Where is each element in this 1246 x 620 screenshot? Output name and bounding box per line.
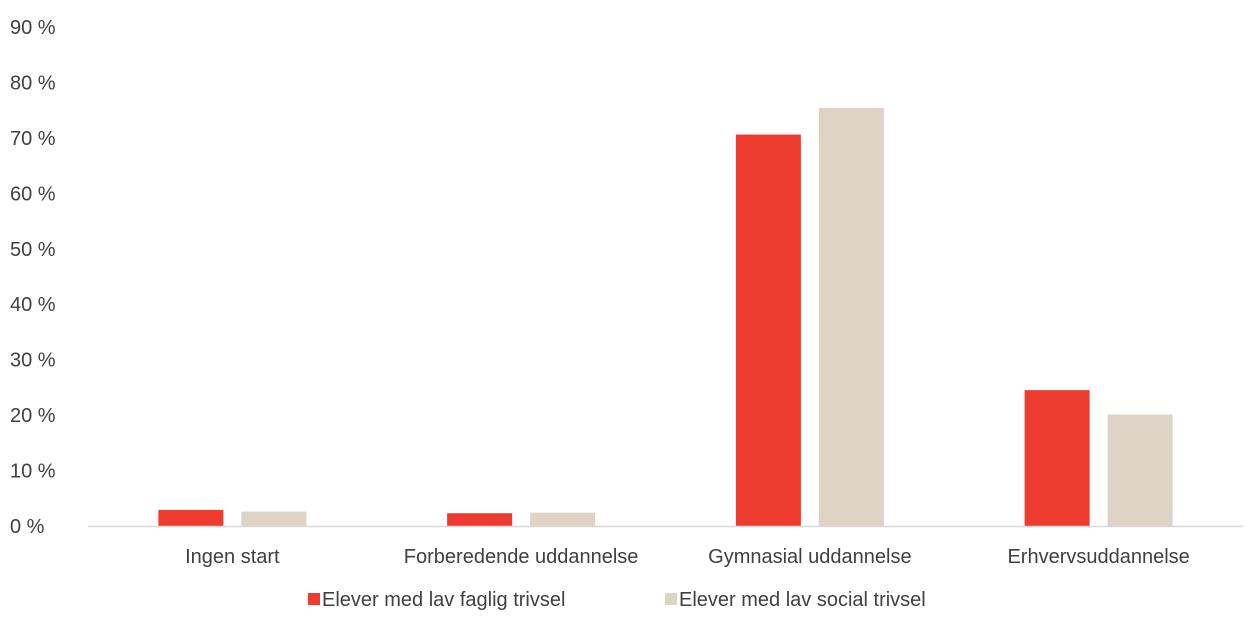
bar-faglig-1 — [447, 513, 513, 526]
legend: Elever med lav faglig trivsel Elever med … — [308, 589, 926, 611]
bar-faglig-3 — [1024, 390, 1090, 526]
y-axis-ticks: 0 % 10 % 20 % 30 % 40 % 50 % 60 % 70 % 80 % 90 % — [10, 17, 56, 538]
y-tick-label: 50 % — [10, 239, 56, 261]
bars — [158, 107, 1173, 527]
x-axis-labels: Ingen start Forberedende uddannelse Gymnas… — [185, 546, 1190, 568]
legend-label: Elever med lav faglig trivsel — [322, 589, 565, 611]
bar-social-2 — [818, 107, 884, 527]
x-tick-label: Forberedende uddannelse — [404, 546, 639, 568]
bar-faglig-2 — [735, 134, 801, 526]
bar-social-3 — [1107, 414, 1173, 526]
x-tick-label: Gymnasial uddannelse — [708, 546, 911, 568]
y-tick-label: 90 % — [10, 17, 56, 39]
legend-label: Elever med lav social trivsel — [679, 589, 926, 611]
y-tick-label: 40 % — [10, 294, 56, 316]
legend-swatch — [308, 593, 320, 605]
y-tick-label: 30 % — [10, 350, 56, 372]
y-tick-label: 70 % — [10, 128, 56, 150]
legend-swatch — [665, 593, 677, 605]
x-tick-label: Ingen start — [185, 546, 280, 568]
x-tick-label: Erhvervsuddannelse — [1007, 546, 1189, 568]
y-tick-label: 0 % — [10, 516, 45, 538]
bar-social-0 — [241, 511, 307, 526]
y-tick-label: 10 % — [10, 461, 56, 483]
y-tick-label: 80 % — [10, 72, 56, 94]
y-tick-label: 60 % — [10, 183, 56, 205]
bar-social-1 — [530, 512, 596, 526]
y-tick-label: 20 % — [10, 405, 56, 427]
bar-faglig-0 — [158, 509, 224, 526]
